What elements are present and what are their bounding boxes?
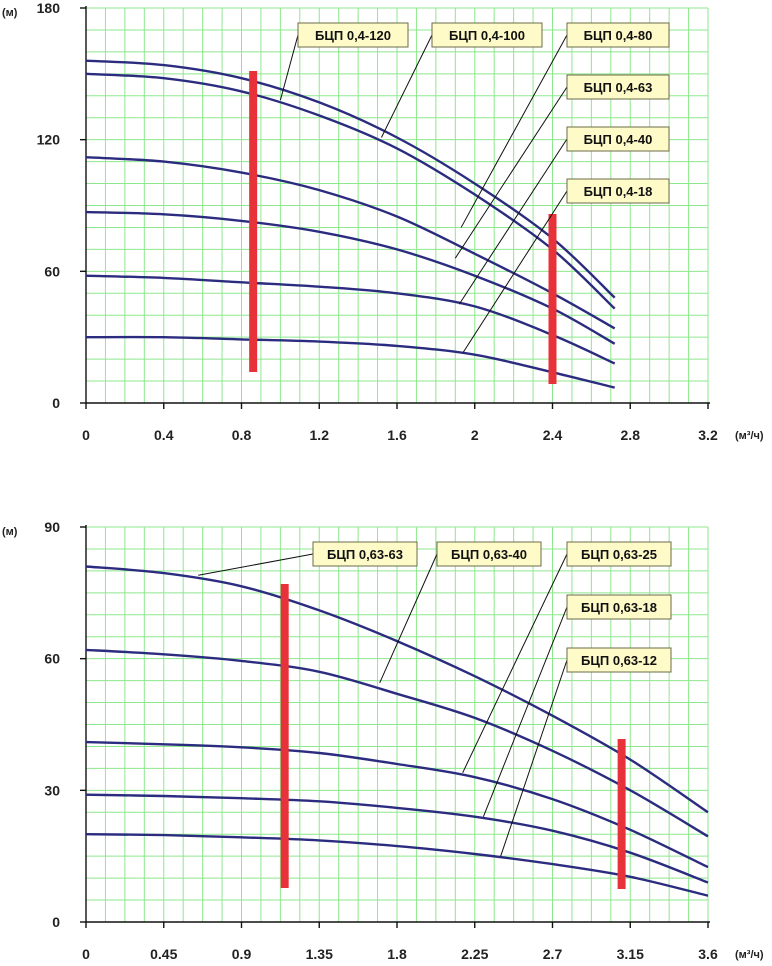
x-tick-label: 0.9 [232, 946, 252, 961]
y-axis-label: (м) [2, 7, 18, 19]
x-tick-label: 3.15 [617, 946, 644, 961]
series-label-box [566, 541, 672, 567]
x-tick-label: 2 [471, 427, 479, 443]
y-tick-label: 0 [52, 914, 60, 930]
leader-line [454, 86, 568, 259]
chart-2: 0 30 60 90 0 0.45 0.9 1.35 1.8 2.25 2.7 3.15 3.6 (м) (… [2, 519, 764, 962]
series-label-box [431, 22, 543, 48]
series-label-box [566, 178, 670, 204]
y-tick-label: 60 [44, 263, 60, 279]
x-tick-label: 2.4 [543, 427, 563, 443]
x-tick-label: 0.4 [154, 427, 174, 443]
x-tick-label: 1.6 [387, 427, 407, 443]
series-label-box [312, 541, 418, 567]
y-tick-label: 120 [37, 132, 61, 148]
curve-БЦП 0,63-18 [85, 793, 709, 884]
x-axis-label: (м³/ч) [735, 430, 764, 442]
series-label: БЦП 0,4-100 [449, 28, 525, 43]
series-label: БЦП 0,63-12 [581, 653, 657, 668]
chart-1: 0 60 120 180 0 0.4 0.8 1.2 1.6 2 2.4 2.8 3.2 (м) (м³/ч… [2, 0, 764, 443]
series-label: БЦП 0,4-18 [584, 184, 653, 199]
x-axis-label: (м³/ч) [735, 949, 764, 961]
curve-БЦП 0,63-25 [85, 740, 709, 869]
series-label-box [566, 74, 670, 100]
series-label-box [566, 22, 670, 48]
grid [85, 526, 709, 923]
leader-line [482, 606, 568, 817]
curve-БЦП 0,4-80 [85, 156, 616, 330]
operating-range-min-bar [280, 584, 289, 888]
y-tick-label: 90 [44, 519, 60, 535]
series-label-box [436, 541, 542, 567]
series-label: БЦП 0,4-80 [584, 28, 653, 43]
y-tick-label: 180 [37, 0, 61, 16]
leader-line [381, 34, 433, 138]
series-label-box [566, 594, 672, 620]
x-tick-label: 1.8 [387, 946, 407, 961]
series-label-box [297, 22, 409, 48]
x-tick-label: 0.8 [232, 427, 252, 443]
operating-range-max-bar [548, 214, 557, 384]
x-tick-label: 0.45 [150, 946, 177, 961]
x-tick-label: 2.7 [543, 946, 563, 961]
curve-БЦП 0,4-18 [85, 335, 615, 389]
x-tick-label: 2.8 [621, 427, 641, 443]
series-label-box [566, 126, 670, 152]
y-tick-label: 30 [44, 782, 60, 798]
x-tick-label: 3.2 [698, 427, 718, 443]
leader-line [500, 659, 568, 857]
leader-line [462, 553, 568, 773]
series-label: БЦП 0,63-40 [451, 547, 527, 562]
leader-line [279, 34, 299, 101]
series-label: БЦП 0,63-63 [327, 547, 403, 562]
series-label: БЦП 0,4-120 [315, 28, 391, 43]
curve-БЦП 0,63-63 [85, 565, 709, 814]
curve-БЦП 0,63-40 [85, 648, 709, 838]
x-tick-label: 1.35 [306, 946, 333, 961]
x-tick-label: 0 [82, 427, 90, 443]
curve-БЦП 0,4-63 [85, 210, 616, 345]
x-tick-label: 1.2 [310, 427, 330, 443]
series-label: БЦП 0,63-18 [581, 600, 657, 615]
x-tick-label: 0 [82, 946, 90, 961]
y-tick-label: 0 [52, 395, 60, 411]
y-tick-label: 60 [44, 651, 60, 667]
x-tick-label: 3.6 [698, 946, 718, 961]
curve-БЦП 0,4-120 [85, 59, 616, 299]
operating-range-max-bar [617, 739, 626, 889]
y-axis-label: (м) [2, 526, 18, 538]
leader-line [460, 34, 568, 228]
curve-БЦП 0,4-40 [85, 274, 616, 365]
leader-line [379, 553, 438, 684]
series-label: БЦП 0,63-25 [581, 547, 657, 562]
leader-line [462, 190, 568, 353]
operating-range-min-bar [249, 71, 258, 372]
series-label: БЦП 0,4-63 [584, 80, 653, 95]
series-label: БЦП 0,4-40 [584, 132, 653, 147]
leader-line [458, 138, 568, 305]
x-tick-label: 2.25 [461, 946, 488, 961]
leader-line [198, 553, 314, 576]
curve-БЦП 0,4-100 [85, 72, 616, 310]
curve-БЦП 0,63-12 [85, 833, 709, 897]
series-label-box [566, 647, 672, 673]
